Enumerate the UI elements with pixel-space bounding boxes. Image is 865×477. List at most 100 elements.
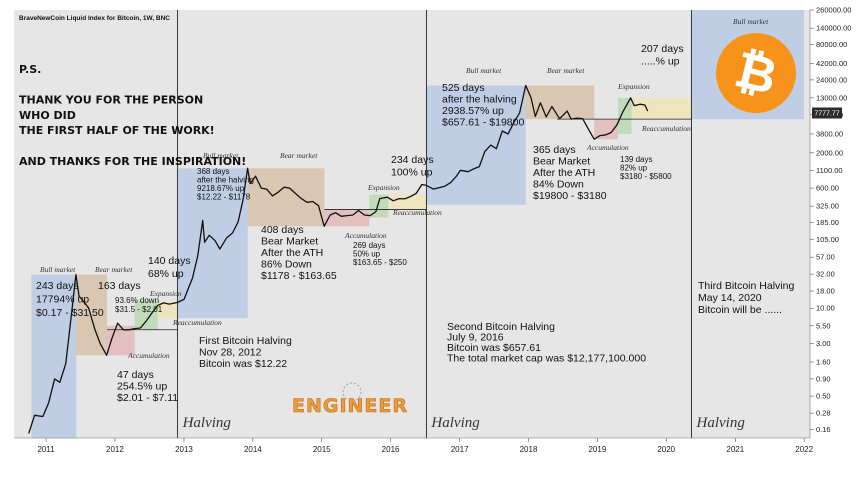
cycle2-bear-annotation: 408 days — [261, 224, 304, 236]
cycle2-exp-annotation: 234 days — [391, 154, 434, 166]
cycle3-bear-annotation: After the ATH — [533, 167, 595, 179]
cycle1-acc-annotation: 93.6% down — [115, 296, 159, 305]
x-tick-label: 2018 — [520, 445, 538, 454]
phase-box — [31, 274, 77, 438]
cycle2-acc-annotation: 50% up — [353, 250, 381, 259]
phase-label: Accumulation — [127, 351, 170, 360]
y-tick-label: 2000.00 — [816, 148, 843, 157]
y-tick-label: 42000.00 — [816, 59, 847, 68]
ps-text-line: WHO DID — [19, 109, 76, 122]
cycle3-acc-annotation: $3180 - $5800 — [620, 172, 672, 181]
halving2-annotation: The total market cap was $12,177,100.000 — [447, 353, 646, 365]
cycle2-bull-annotation: 368 days — [197, 167, 229, 176]
halving2-annotation: July 9, 2016 — [447, 332, 504, 344]
phase-box — [426, 85, 526, 205]
y-tick-label: 3800.00 — [816, 129, 843, 138]
y-tick-label: 18.00 — [816, 286, 835, 295]
x-tick-label: 2022 — [795, 445, 813, 454]
x-tick-label: 2021 — [726, 445, 744, 454]
cycle3-bear-annotation: 365 days — [533, 144, 576, 156]
y-tick-label: 57.00 — [816, 253, 835, 262]
y-tick-label: 24000.00 — [816, 75, 847, 84]
phase-box — [76, 274, 108, 356]
phase-label: Bull market — [733, 17, 769, 26]
cycle2-bear-annotation: After the ATH — [261, 247, 323, 259]
cycle2-bull-annotation: 9218.67% up — [197, 184, 245, 193]
phase-box — [369, 194, 389, 218]
cycle2-acc-annotation: $163.65 - $250 — [353, 258, 407, 267]
phase-label: Expansion — [367, 183, 400, 192]
phase-label: Bull market — [466, 66, 502, 75]
phase-box — [631, 97, 692, 120]
phase-box — [324, 209, 370, 227]
y-tick-label: 0.50 — [816, 392, 831, 401]
ps-text-line: THE FIRST HALF OF THE WORK! — [19, 124, 215, 137]
phase-box — [157, 301, 178, 319]
phase-box — [134, 300, 158, 330]
y-tick-label: 0.90 — [816, 374, 831, 383]
halving1-annotation: Bitcoin was $12.22 — [199, 358, 287, 370]
last-price-label: 7777.77 — [812, 107, 842, 119]
y-tick-label: 13000.00 — [816, 93, 847, 102]
phase-box — [617, 97, 632, 134]
y-tick-label: 1.60 — [816, 358, 831, 367]
x-tick-label: 2020 — [657, 445, 675, 454]
x-tick-label: 2014 — [244, 445, 262, 454]
halving2-annotation: Second Bitcoin Halving — [447, 321, 555, 333]
phase-box — [388, 194, 427, 210]
phase-label: Bull market — [203, 151, 239, 160]
y-tick-label: 140000.00 — [816, 24, 851, 33]
halving3-annotation: Bitcoin will be ...... — [698, 304, 782, 316]
halving-label: Halving — [696, 415, 746, 431]
cycle1-exp-annotation: 68% up — [148, 268, 184, 280]
halving-label: Halving — [182, 415, 232, 431]
y-tick-label: 0.28 — [816, 409, 831, 418]
x-tick-label: 2017 — [451, 445, 469, 454]
halving1-annotation: First Bitcoin Halving — [199, 335, 292, 347]
ps-text-line: AND THANKS FOR THE INSPIRATION! — [19, 155, 246, 168]
cycle1-bull-annotation: 243 days — [36, 280, 79, 292]
phase-label: Accumulation — [344, 231, 387, 240]
engineer-watermark-logo: ENGINEER — [292, 382, 408, 417]
cycle1-acc-annotation: $31.5 - $2.01 — [115, 305, 163, 314]
ps-text-line: P.S. — [19, 63, 41, 76]
cycle3-bear-annotation: 84% Down — [533, 179, 584, 191]
cycle3-bull-annotation: 2938.57% up — [442, 105, 504, 117]
x-tick-label: 2013 — [175, 445, 193, 454]
cycle3-acc-annotation: 139 days — [620, 155, 652, 164]
svg-text:ENGINEER: ENGINEER — [292, 395, 408, 417]
y-tick-label: 600.00 — [816, 184, 839, 193]
cycle1-bull-annotation: 17794% up — [36, 294, 89, 306]
cycle2-bull-annotation: after the halving — [197, 176, 254, 185]
phase-label: Reaccumulation — [392, 208, 442, 217]
y-tick-label: 0.16 — [816, 425, 831, 434]
cycle1-reacc-annotation: 254.5% up — [117, 381, 167, 393]
halving2-annotation: Bitcoin was $657.61 — [447, 342, 541, 354]
y-tick-label: 80000.00 — [816, 40, 847, 49]
phase-box — [177, 168, 248, 319]
y-tick-label: 3.00 — [816, 339, 831, 348]
price-series-line — [28, 84, 649, 434]
cycle2-bear-annotation: $1178 - $163.65 — [261, 270, 337, 282]
y-tick-label: 105.00 — [816, 235, 839, 244]
y-tick-label: 325.00 — [816, 202, 839, 211]
cycle3-exp-annotation: 207 days — [641, 43, 684, 55]
halving-label: Halving — [430, 415, 480, 431]
cycle3-bull-annotation: 525 days — [442, 82, 485, 94]
cycle3-bear-annotation: Bear Market — [533, 156, 590, 168]
cycle1-exp-annotation: 140 days — [148, 255, 191, 267]
cycle2-exp-annotation: 100% up — [391, 167, 433, 179]
x-tick-label: 2012 — [106, 445, 124, 454]
phase-label: Reaccumulation — [641, 124, 691, 133]
y-tick-label: 1100.00 — [816, 166, 843, 175]
halving1-annotation: Nov 28, 2012 — [199, 347, 262, 359]
halving3-annotation: May 14, 2020 — [698, 292, 762, 304]
cycle1-reacc-annotation: 47 days — [117, 369, 154, 381]
cycle3-exp-annotation: .....% up — [641, 56, 680, 68]
cycle1-bear-annotation: 163 days — [98, 280, 141, 292]
y-tick-label: 185.00 — [816, 218, 839, 227]
phase-label: Bear market — [280, 151, 318, 160]
y-tick-label: 5.50 — [816, 321, 831, 330]
phase-label: Expansion — [149, 289, 182, 298]
